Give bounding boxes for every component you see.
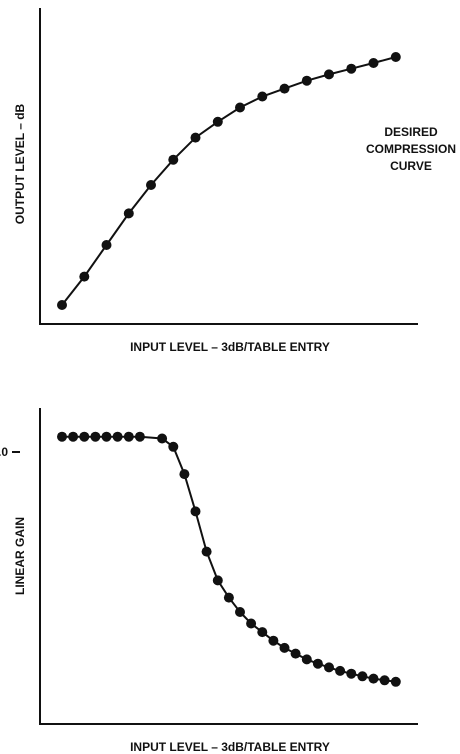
data-point xyxy=(301,75,312,86)
annotation-line-3: CURVE xyxy=(390,159,432,173)
series-points-top xyxy=(57,52,401,310)
series-line-top xyxy=(61,56,397,306)
x-axis-label-top: INPUT LEVEL – 3dB/TABLE ENTRY xyxy=(130,340,330,354)
data-point xyxy=(279,83,290,94)
data-point xyxy=(312,658,323,669)
data-point xyxy=(201,546,212,557)
data-point xyxy=(257,627,268,638)
data-point xyxy=(335,665,346,676)
data-point xyxy=(68,431,79,442)
data-point xyxy=(390,676,401,687)
x-axis-label-bottom: INPUT LEVEL – 3dB/TABLE ENTRY xyxy=(130,740,330,754)
data-point xyxy=(101,240,112,250)
data-point xyxy=(324,662,334,673)
data-point xyxy=(290,648,301,659)
data-point xyxy=(57,431,67,442)
data-point xyxy=(246,618,257,629)
data-point xyxy=(168,154,179,165)
data-point xyxy=(279,642,290,653)
y-axis-label-bottom: LINEAR GAIN xyxy=(13,517,27,595)
data-point xyxy=(368,673,379,684)
data-point xyxy=(123,208,134,219)
chart-bottom: 1.0 INPUT LEVEL – 3dB/TABLE ENTRY LINEAR… xyxy=(0,408,418,754)
series-points-bottom xyxy=(57,431,401,687)
data-point xyxy=(146,180,156,190)
data-point xyxy=(346,668,357,679)
data-point xyxy=(390,52,401,62)
data-point xyxy=(179,469,190,480)
y-axis-label-top: OUTPUT LEVEL – dB xyxy=(13,103,27,224)
data-point xyxy=(157,433,168,444)
data-point xyxy=(257,91,268,102)
data-point xyxy=(368,58,379,68)
data-point xyxy=(324,69,334,80)
data-point xyxy=(212,575,223,586)
data-point xyxy=(235,102,245,113)
data-point xyxy=(101,431,112,442)
data-point xyxy=(357,671,368,682)
data-point xyxy=(79,431,90,442)
annotation-line-1: DESIRED xyxy=(384,125,438,139)
data-point xyxy=(90,431,101,442)
annotation-line-2: COMPRESSION xyxy=(366,142,456,156)
y-tick-label-1-0: 1.0 xyxy=(0,445,8,459)
data-point xyxy=(190,506,201,517)
data-point xyxy=(190,132,201,143)
data-point xyxy=(79,271,90,282)
data-point xyxy=(346,63,357,74)
data-point xyxy=(123,431,134,442)
data-point xyxy=(223,592,234,603)
data-point xyxy=(112,431,123,442)
data-point xyxy=(235,607,245,617)
data-point xyxy=(134,431,145,442)
data-point xyxy=(301,654,312,665)
data-point xyxy=(268,635,279,646)
data-point xyxy=(168,441,179,452)
data-point xyxy=(212,116,223,127)
data-point xyxy=(379,675,390,686)
series-line-bottom xyxy=(62,435,396,683)
data-point xyxy=(57,300,67,310)
chart-top: INPUT LEVEL – 3dB/TABLE ENTRY OUTPUT LEV… xyxy=(13,8,456,354)
